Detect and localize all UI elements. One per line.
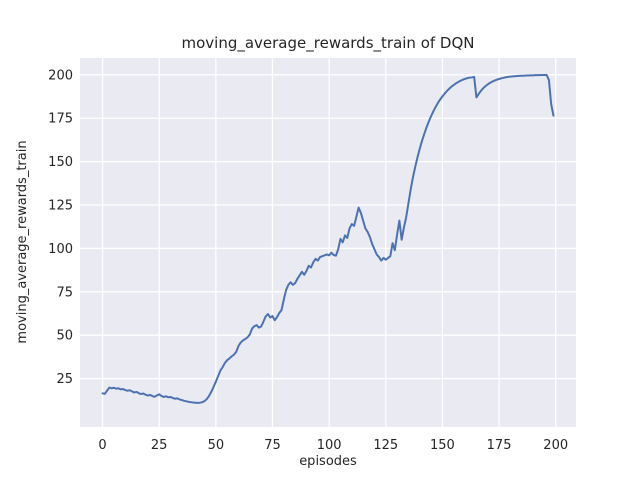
x-tick-label: 50 xyxy=(208,438,225,453)
y-tick-label: 75 xyxy=(56,285,73,300)
y-tick-label: 150 xyxy=(48,155,73,170)
x-tick-label: 75 xyxy=(264,438,281,453)
y-tick-label: 175 xyxy=(48,112,73,127)
x-tick-label: 0 xyxy=(98,438,106,453)
x-axis-label: episodes xyxy=(299,454,357,469)
x-tick-label: 200 xyxy=(543,438,568,453)
x-tick-label: 150 xyxy=(430,438,455,453)
y-tick-label: 125 xyxy=(48,199,73,214)
y-tick-label: 200 xyxy=(48,68,73,83)
x-tick-label: 125 xyxy=(373,438,398,453)
y-axis-label: moving_average_rewards_train xyxy=(15,140,30,343)
y-tick-label: 50 xyxy=(56,329,73,344)
axes: 0 25 50 75 100 125 150 175 200 25 50 75 100 125 150 175… xyxy=(48,58,576,453)
y-tick-label: 25 xyxy=(56,372,73,387)
chart-title: moving_average_rewards_train of DQN xyxy=(181,34,474,53)
x-tick-label: 175 xyxy=(487,438,512,453)
x-tick-label: 25 xyxy=(151,438,168,453)
axes-background xyxy=(80,58,576,427)
series-line xyxy=(101,74,555,404)
x-tick-label: 100 xyxy=(317,438,342,453)
y-tick-label: 100 xyxy=(48,242,73,257)
